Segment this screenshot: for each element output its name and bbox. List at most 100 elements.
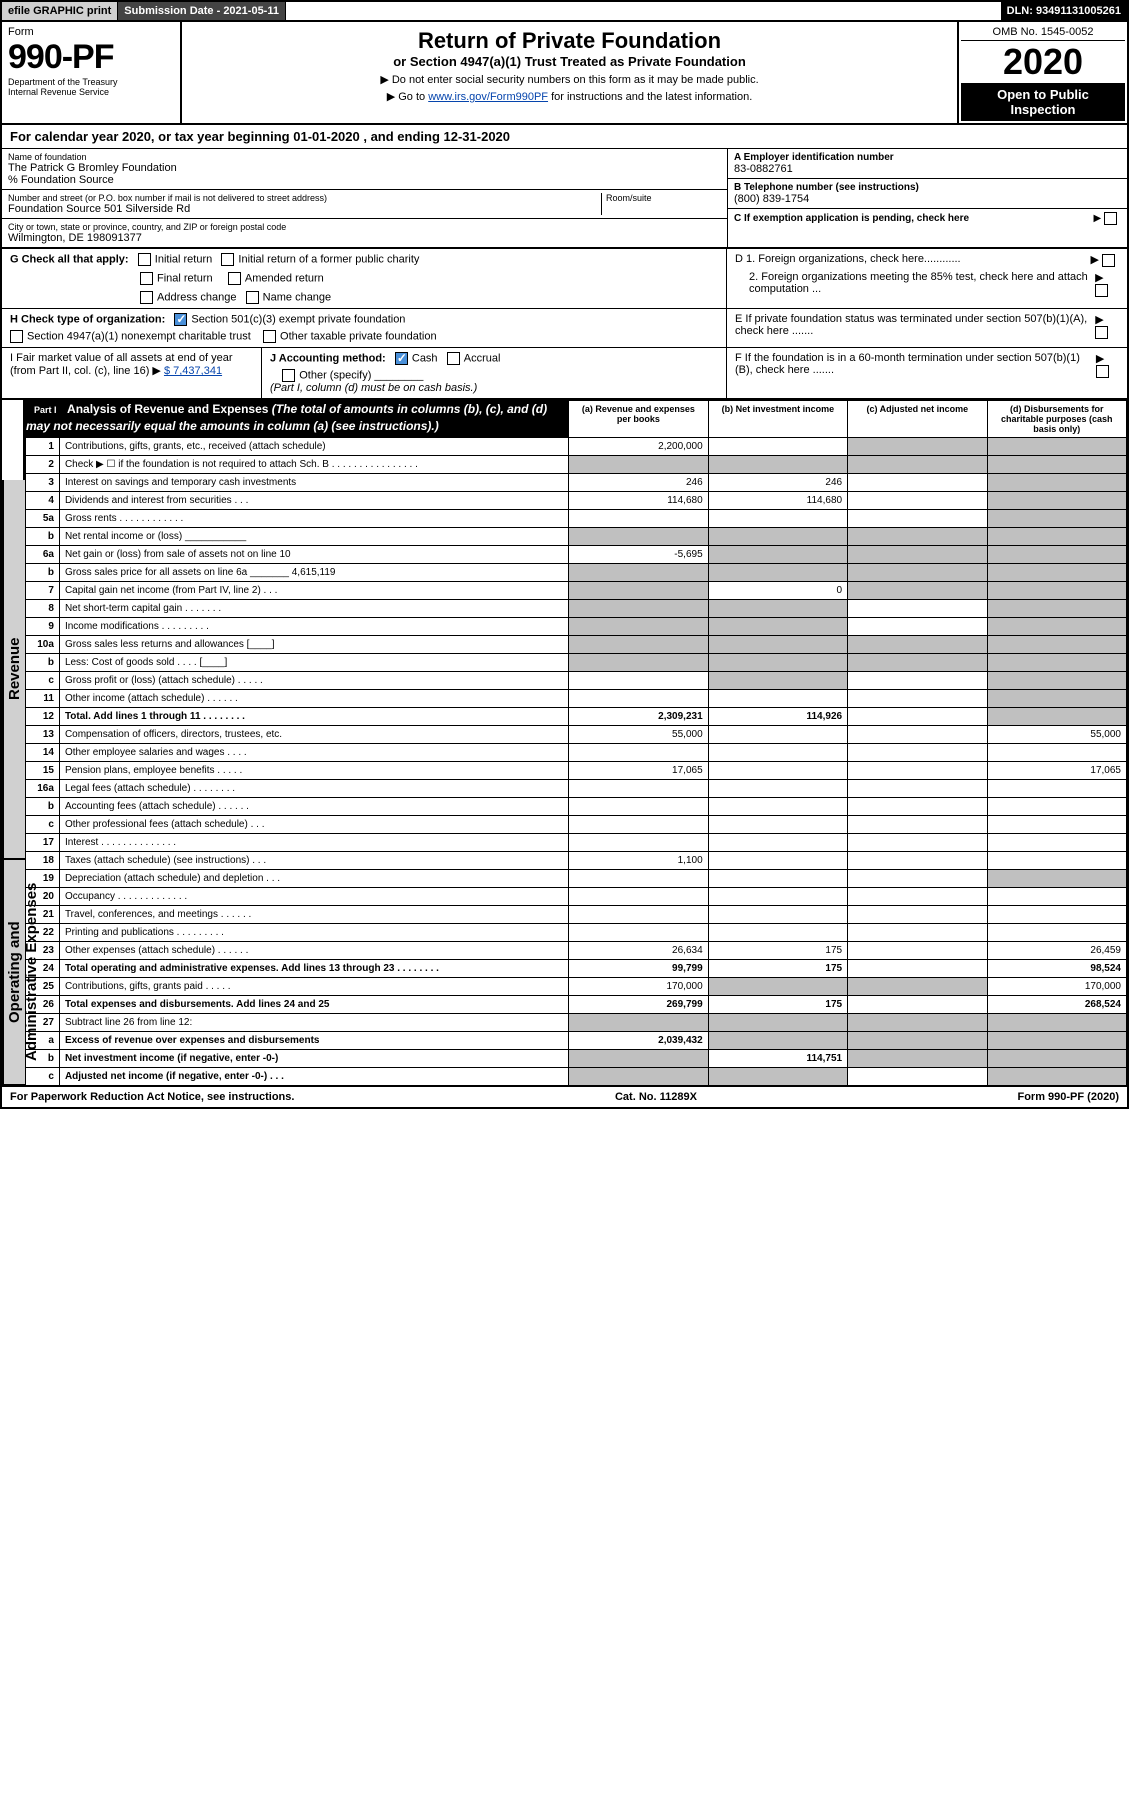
table-cell [569, 672, 708, 690]
sec501-label: Section 501(c)(3) exempt private foundat… [191, 313, 405, 325]
table-cell: 7 [26, 582, 60, 600]
table-row: 10aGross sales less returns and allowanc… [26, 636, 1127, 654]
address-change-checkbox[interactable] [140, 291, 153, 304]
table-cell [987, 474, 1126, 492]
table-cell: 268,524 [987, 996, 1126, 1014]
sec4947-checkbox[interactable] [10, 330, 23, 343]
table-cell: 246 [708, 474, 847, 492]
table-row: 26Total expenses and disbursements. Add … [26, 996, 1127, 1014]
table-cell [848, 528, 987, 546]
table-cell [708, 1068, 847, 1086]
table-cell: Gross sales price for all assets on line… [59, 564, 568, 582]
table-cell [848, 942, 987, 960]
calendar-year-row: For calendar year 2020, or tax year begi… [2, 125, 1127, 149]
table-cell [987, 582, 1126, 600]
table-cell: 18 [26, 852, 60, 870]
j-section: J Accounting method: Cash Accrual Other … [262, 348, 727, 398]
d2-checkbox[interactable] [1095, 284, 1108, 297]
table-cell [987, 1068, 1126, 1086]
sec501-checkbox[interactable] [174, 313, 187, 326]
other-taxable-checkbox[interactable] [263, 330, 276, 343]
name-change-checkbox[interactable] [246, 291, 259, 304]
table-cell [708, 456, 847, 474]
table-cell: 26,634 [569, 942, 708, 960]
table-cell [569, 1014, 708, 1032]
table-cell [848, 546, 987, 564]
table-cell [848, 960, 987, 978]
table-cell: Contributions, gifts, grants, etc., rece… [59, 438, 568, 456]
table-cell: 269,799 [569, 996, 708, 1014]
table-cell [708, 888, 847, 906]
e-checkbox[interactable] [1095, 326, 1108, 339]
table-cell [987, 636, 1126, 654]
table-row: 6aNet gain or (loss) from sale of assets… [26, 546, 1127, 564]
table-cell [708, 834, 847, 852]
header-left: Form 990-PF Department of the Treasury I… [2, 22, 182, 123]
table-cell: Interest on savings and temporary cash i… [59, 474, 568, 492]
table-cell: 17,065 [569, 762, 708, 780]
sec4947-label: Section 4947(a)(1) nonexempt charitable … [27, 330, 251, 342]
d-section: D 1. Foreign organizations, check here..… [727, 249, 1127, 308]
table-cell: 175 [708, 960, 847, 978]
table-cell: 17,065 [987, 762, 1126, 780]
table-cell [987, 852, 1126, 870]
info-right: A Employer identification number 83-0882… [727, 149, 1127, 247]
table-cell [708, 1032, 847, 1050]
table-cell [708, 690, 847, 708]
table-cell [848, 474, 987, 492]
table-cell [848, 816, 987, 834]
table-cell [987, 708, 1126, 726]
table-cell [569, 690, 708, 708]
initial-return-checkbox[interactable] [138, 253, 151, 266]
table-cell: Accounting fees (attach schedule) . . . … [59, 798, 568, 816]
i-j-f-row: I Fair market value of all assets at end… [2, 348, 1127, 400]
h-label: H Check type of organization: [10, 313, 165, 325]
table-cell [848, 762, 987, 780]
table-cell [987, 1014, 1126, 1032]
table-cell [848, 798, 987, 816]
table-row: 11Other income (attach schedule) . . . .… [26, 690, 1127, 708]
table-cell [848, 1014, 987, 1032]
table-cell: 55,000 [987, 726, 1126, 744]
g-section: G Check all that apply: Initial return I… [2, 249, 727, 308]
other-method-label: Other (specify) [299, 369, 371, 381]
foundation-name: The Patrick G Bromley Foundation [8, 162, 721, 174]
table-row: 18Taxes (attach schedule) (see instructi… [26, 852, 1127, 870]
table-cell: Contributions, gifts, grants paid . . . … [59, 978, 568, 996]
j-note: (Part I, column (d) must be on cash basi… [270, 382, 718, 394]
final-return-checkbox[interactable] [140, 272, 153, 285]
table-cell [987, 1050, 1126, 1068]
table-cell: Gross sales less returns and allowances … [59, 636, 568, 654]
h-e-row: H Check type of organization: Section 50… [2, 309, 1127, 348]
table-cell [569, 834, 708, 852]
table-cell: 0 [708, 582, 847, 600]
table-cell: b [26, 798, 60, 816]
table-cell: 114,751 [708, 1050, 847, 1068]
exemption-checkbox[interactable] [1104, 212, 1117, 225]
table-cell [848, 600, 987, 618]
table-cell [848, 654, 987, 672]
cash-checkbox[interactable] [395, 352, 408, 365]
table-cell [848, 456, 987, 474]
table-cell: Dividends and interest from securities .… [59, 492, 568, 510]
table-cell: 2,200,000 [569, 438, 708, 456]
i-value-link[interactable]: $ 7,437,341 [164, 365, 222, 377]
table-cell: 114,680 [708, 492, 847, 510]
table-cell: 10a [26, 636, 60, 654]
table-cell [708, 546, 847, 564]
note-ssn: ▶ Do not enter social security numbers o… [188, 73, 951, 86]
initial-former-checkbox[interactable] [221, 253, 234, 266]
cal-end: 12-31-2020 [444, 129, 511, 144]
d1-checkbox[interactable] [1102, 254, 1115, 267]
table-cell [848, 672, 987, 690]
other-method-checkbox[interactable] [282, 369, 295, 382]
table-row: 1Contributions, gifts, grants, etc., rec… [26, 438, 1127, 456]
accrual-checkbox[interactable] [447, 352, 460, 365]
table-cell: Interest . . . . . . . . . . . . . . [59, 834, 568, 852]
h-section: H Check type of organization: Section 50… [2, 309, 727, 347]
form990pf-link[interactable]: www.irs.gov/Form990PF [428, 91, 548, 103]
table-cell [708, 852, 847, 870]
f-checkbox[interactable] [1096, 365, 1109, 378]
table-cell [987, 834, 1126, 852]
amended-return-checkbox[interactable] [228, 272, 241, 285]
